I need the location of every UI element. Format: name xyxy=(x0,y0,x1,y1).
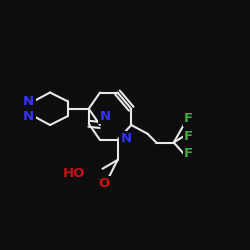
Text: N: N xyxy=(23,95,34,108)
Text: HO: HO xyxy=(62,167,85,180)
Text: F: F xyxy=(184,112,193,125)
Text: O: O xyxy=(98,177,110,190)
Text: N: N xyxy=(121,132,132,145)
Text: F: F xyxy=(184,147,193,160)
Text: N: N xyxy=(100,110,110,123)
Text: N: N xyxy=(23,110,34,123)
Text: F: F xyxy=(184,130,193,143)
